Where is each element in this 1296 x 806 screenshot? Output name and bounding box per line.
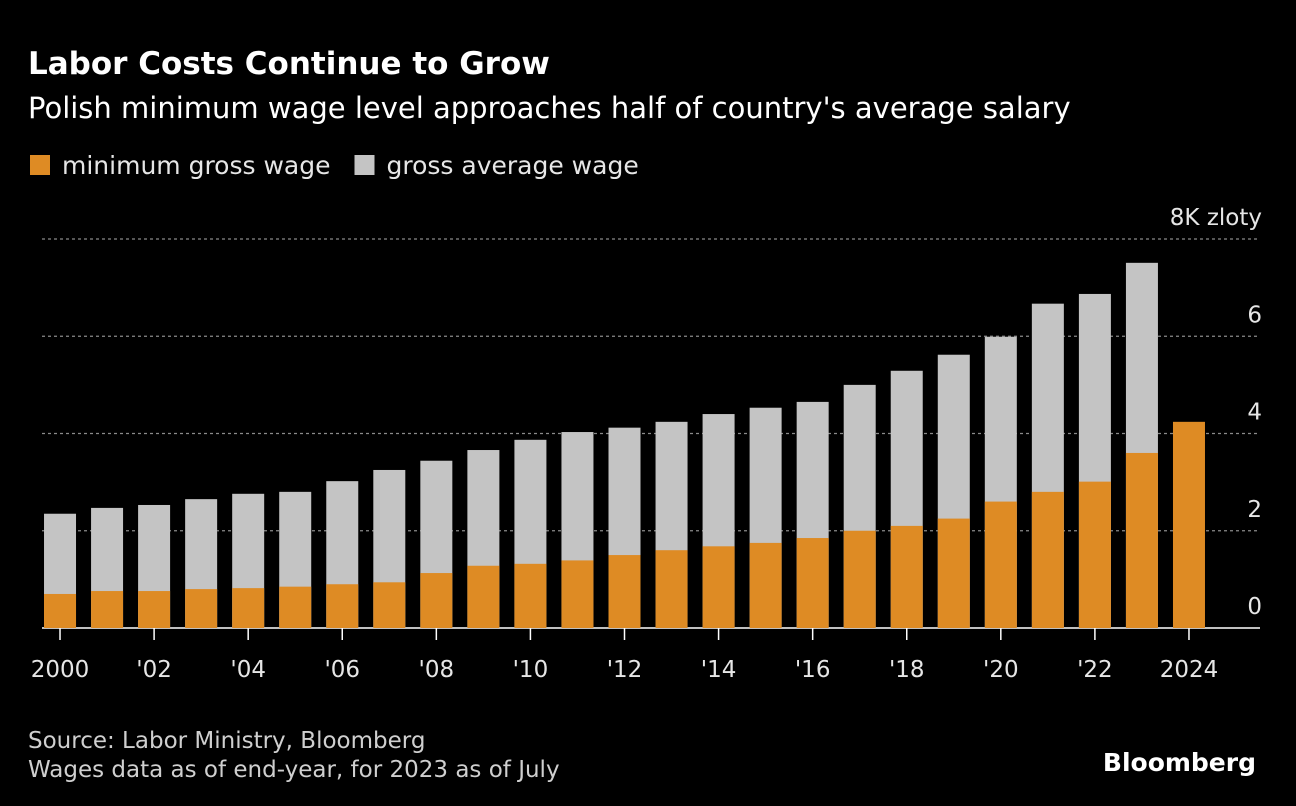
note: Wages data as of end-year, for 2023 as o… — [28, 757, 560, 783]
bar — [467, 565, 500, 628]
y-tick-label: 2 — [1247, 497, 1262, 523]
x-tick-label: '14 — [701, 657, 737, 683]
legend-label: minimum gross wage — [62, 151, 331, 180]
x-tick-label: '10 — [513, 657, 549, 683]
x-tick-label: 2024 — [1160, 657, 1219, 683]
bar — [984, 501, 1017, 628]
bar — [655, 550, 688, 628]
bar — [937, 518, 970, 628]
bar — [796, 538, 829, 628]
plot: 0 2 4 6 8K zloty 2000 '02 '04 '06 '08 '10 '12 '14 '16… — [31, 205, 1262, 683]
bar — [843, 530, 876, 628]
brand: Bloomberg — [1103, 748, 1256, 777]
bar — [890, 525, 923, 628]
legend-label: gross average wage — [387, 151, 639, 180]
bar — [561, 560, 594, 628]
x-tick-label: '22 — [1077, 657, 1113, 683]
bar — [420, 573, 453, 628]
x-tick-label: '20 — [983, 657, 1019, 683]
y-tick-label: 8K zloty — [1170, 205, 1262, 231]
y-tick-label: 4 — [1247, 400, 1262, 426]
bar — [702, 546, 735, 628]
bar — [749, 542, 782, 628]
chart-title: Labor Costs Continue to Grow — [28, 46, 550, 82]
bar — [326, 584, 359, 628]
legend: minimum gross wage gross average wage — [30, 151, 639, 180]
y-tick-label: 0 — [1247, 594, 1262, 620]
bar — [232, 588, 265, 628]
bar — [1125, 452, 1158, 628]
bar — [185, 589, 218, 628]
bar — [608, 555, 641, 628]
bar — [1031, 491, 1064, 628]
bar — [373, 582, 406, 628]
y-tick-label: 6 — [1247, 302, 1262, 328]
bar — [279, 586, 312, 628]
bar — [1078, 481, 1111, 628]
chart-subtitle: Polish minimum wage level approaches hal… — [28, 91, 1071, 125]
bar — [91, 591, 124, 628]
x-tick-label: '06 — [324, 657, 360, 683]
x-tick-label: '18 — [889, 657, 925, 683]
bar — [1172, 421, 1205, 628]
x-tick-label: '16 — [795, 657, 831, 683]
x-tick-label: '04 — [230, 657, 266, 683]
x-tick-label: '12 — [607, 657, 643, 683]
legend-swatch — [354, 155, 375, 175]
x-tick-label: '02 — [136, 657, 172, 683]
x-tick-label: '08 — [419, 657, 455, 683]
x-tick-label: 2000 — [31, 657, 90, 683]
bar — [138, 591, 171, 628]
source: Source: Labor Ministry, Bloomberg — [28, 728, 425, 754]
bar — [44, 593, 77, 628]
legend-swatch — [30, 155, 50, 175]
bar — [514, 563, 547, 628]
